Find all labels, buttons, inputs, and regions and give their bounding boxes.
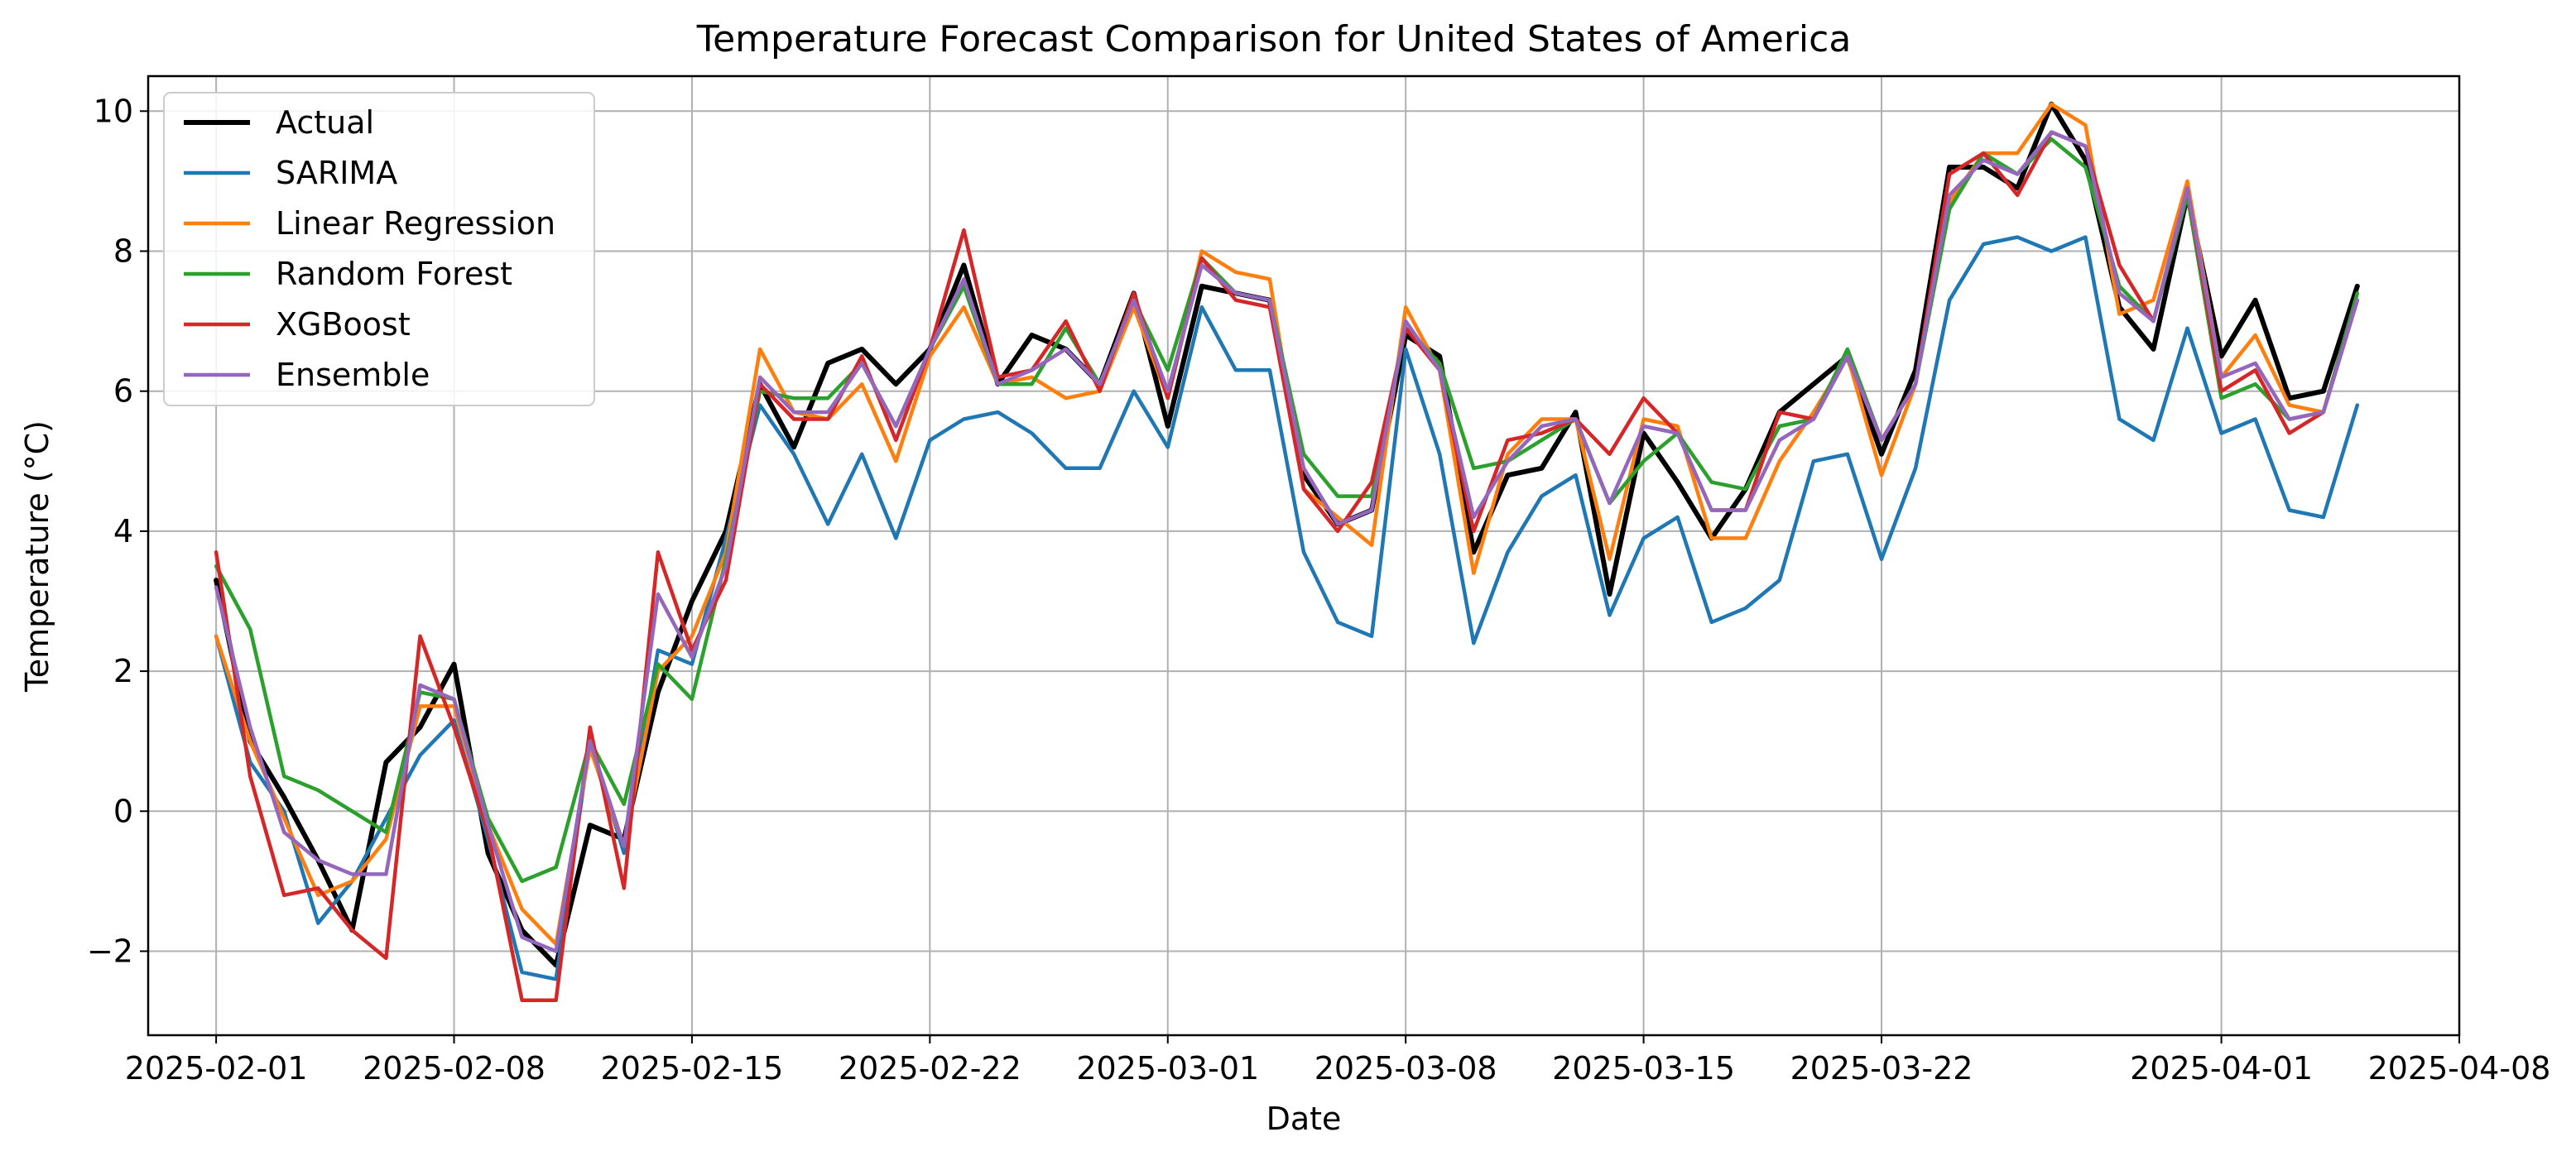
y-tick-label: 10 (94, 93, 133, 129)
y-axis-label: Temperature (°C) (19, 420, 55, 693)
x-tick-label: 2025-03-08 (1314, 1050, 1497, 1087)
legend-label: Random Forest (276, 256, 512, 292)
legend-label: SARIMA (276, 155, 397, 191)
legend-label: Linear Regression (276, 205, 555, 242)
y-tick-label: 2 (113, 653, 133, 689)
y-tick-label: 4 (113, 513, 133, 549)
x-tick-label: 2025-02-15 (601, 1050, 784, 1087)
x-tick-label: 2025-03-22 (1790, 1050, 1973, 1087)
y-axis: −2 0 2 4 6 8 10 (87, 93, 148, 969)
plot-lines (214, 101, 2360, 1002)
x-tick-label: 2025-03-01 (1076, 1050, 1259, 1087)
x-tick-label: 2025-04-01 (2130, 1050, 2313, 1087)
x-tick-label: 2025-02-22 (839, 1050, 1021, 1087)
legend-label: Ensemble (276, 357, 430, 393)
series-line-xgboost (214, 130, 2360, 1002)
x-tick-label: 2025-02-08 (363, 1050, 545, 1087)
legend: Actual SARIMA Linear Regression Random Fore… (163, 92, 595, 406)
y-tick-label: 8 (113, 233, 133, 269)
y-tick-label: 6 (113, 373, 133, 410)
y-tick-label: −2 (87, 933, 133, 969)
x-tick-label: 2025-02-01 (125, 1050, 308, 1087)
plot-frame (147, 74, 2461, 1037)
x-tick-label: 2025-04-08 (2368, 1050, 2551, 1087)
x-axis: 2025-02-01 2025-02-08 2025-02-15 2025-02-22… (125, 1035, 2551, 1087)
legend-box (163, 92, 595, 406)
legend-label: XGBoost (276, 306, 411, 343)
y-tick-label: 0 (113, 793, 133, 829)
chart-title: Temperature Forecast Comparison for Unit… (696, 18, 1852, 60)
x-tick-label: 2025-03-15 (1552, 1050, 1735, 1087)
legend-label: Actual (276, 104, 374, 141)
x-axis-label: Date (1266, 1101, 1342, 1137)
series-line-ensemble (214, 130, 2360, 953)
